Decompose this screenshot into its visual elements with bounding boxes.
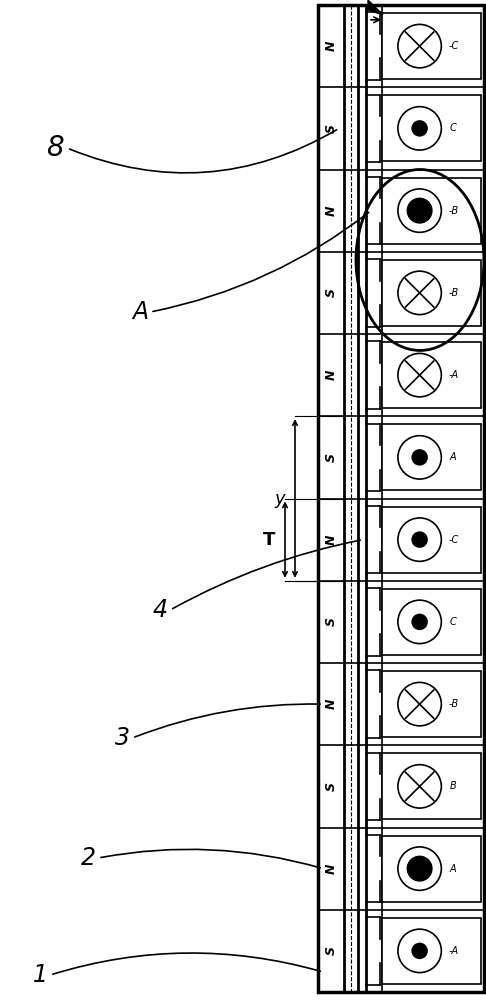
Bar (382, 424, 481, 490)
Text: y: y (275, 489, 285, 508)
Text: S: S (325, 782, 337, 791)
Text: 1: 1 (33, 963, 48, 987)
Circle shape (398, 24, 441, 68)
Text: 4: 4 (153, 598, 168, 622)
Text: S: S (325, 124, 337, 133)
Text: N: N (325, 41, 337, 51)
Bar (382, 260, 481, 326)
Text: 3: 3 (115, 726, 129, 750)
Text: -A: -A (448, 946, 458, 956)
Text: N: N (325, 699, 337, 709)
Text: C: C (450, 123, 457, 133)
Circle shape (398, 353, 441, 397)
Bar (382, 507, 481, 573)
Bar (318, 5, 484, 992)
Text: -A: -A (448, 370, 458, 380)
Text: N: N (325, 205, 337, 216)
Text: -B: -B (448, 288, 458, 298)
Text: S: S (325, 288, 337, 297)
Text: -C: -C (448, 41, 458, 51)
Bar (382, 589, 481, 655)
Text: -B: -B (448, 699, 458, 709)
Circle shape (398, 436, 441, 479)
Circle shape (411, 943, 428, 959)
Circle shape (398, 765, 441, 808)
Text: A: A (450, 864, 456, 874)
Text: N: N (325, 863, 337, 874)
Circle shape (398, 518, 441, 561)
Text: 2: 2 (81, 846, 96, 870)
Text: 8: 8 (46, 134, 64, 162)
Bar (382, 178, 481, 244)
Text: N: N (325, 370, 337, 380)
Circle shape (398, 600, 441, 644)
Bar (382, 95, 481, 161)
Circle shape (398, 929, 441, 973)
Polygon shape (368, 0, 383, 15)
Bar (382, 671, 481, 737)
Text: -C: -C (448, 535, 458, 545)
Circle shape (411, 531, 428, 548)
Text: B: B (450, 781, 457, 791)
Circle shape (411, 120, 428, 137)
Circle shape (411, 449, 428, 466)
Text: T: T (262, 531, 275, 549)
Circle shape (398, 107, 441, 150)
Circle shape (398, 271, 441, 315)
Circle shape (411, 614, 428, 630)
Circle shape (407, 198, 433, 224)
Bar (382, 918, 481, 984)
Circle shape (398, 682, 441, 726)
Text: -B: -B (448, 206, 458, 216)
Circle shape (407, 856, 433, 882)
Bar (382, 13, 481, 79)
Text: A: A (450, 452, 456, 462)
Bar (382, 836, 481, 902)
Text: N: N (325, 534, 337, 545)
Bar (382, 753, 481, 819)
Bar (382, 342, 481, 408)
Text: S: S (325, 453, 337, 462)
Text: S: S (325, 946, 337, 955)
Text: C: C (450, 617, 457, 627)
Text: S: S (325, 617, 337, 626)
Text: A: A (132, 300, 148, 324)
Circle shape (398, 189, 441, 232)
Circle shape (398, 847, 441, 890)
